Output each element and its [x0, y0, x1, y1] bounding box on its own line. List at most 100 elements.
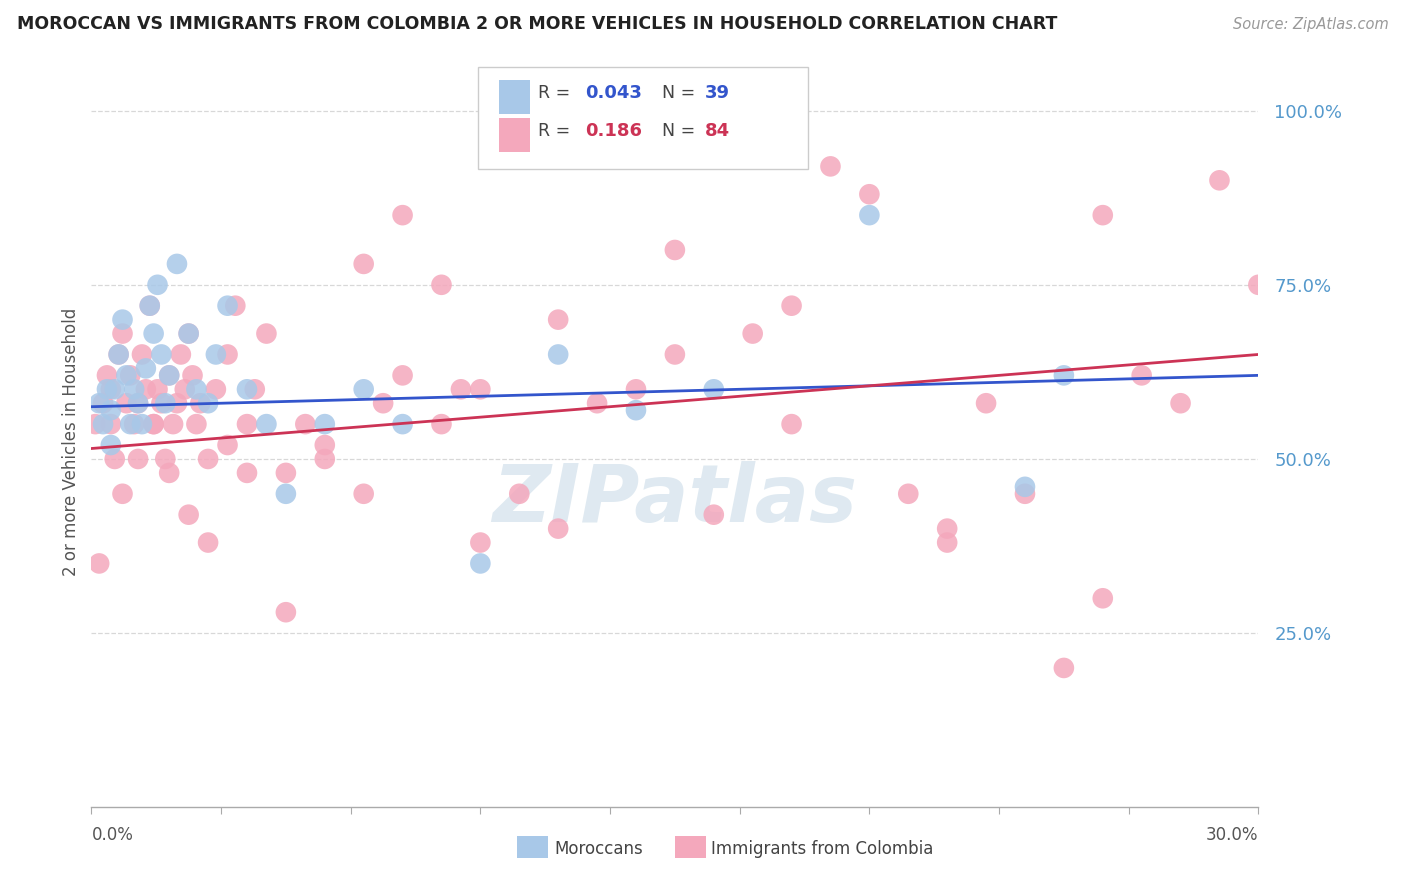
Point: [104, 452, 127, 467]
Point: [508, 487, 530, 501]
Text: 30.0%: 30.0%: [1206, 826, 1258, 844]
Point: [122, 417, 145, 431]
Text: Moroccans: Moroccans: [554, 839, 643, 857]
Point: [897, 487, 920, 501]
Point: [256, 417, 278, 431]
Point: [703, 382, 725, 396]
Point: [89, 557, 111, 571]
Point: [1170, 396, 1192, 410]
Point: [1091, 208, 1114, 222]
Point: [430, 417, 453, 431]
Point: [91, 396, 114, 410]
Point: [166, 396, 188, 410]
Text: Immigrants from Colombia: Immigrants from Colombia: [711, 839, 934, 857]
Text: MOROCCAN VS IMMIGRANTS FROM COLOMBIA 2 OR MORE VEHICLES IN HOUSEHOLD CORRELATION: MOROCCAN VS IMMIGRANTS FROM COLOMBIA 2 O…: [17, 15, 1057, 33]
Point: [274, 605, 297, 619]
Point: [974, 396, 997, 410]
Point: [166, 257, 188, 271]
Point: [217, 299, 239, 313]
Point: [450, 382, 472, 396]
Point: [107, 347, 129, 361]
Point: [664, 347, 686, 361]
Point: [236, 466, 259, 480]
Point: [100, 403, 122, 417]
Point: [741, 326, 763, 341]
Point: [703, 508, 725, 522]
Point: [470, 535, 492, 549]
Point: [115, 368, 138, 383]
Point: [858, 187, 880, 202]
Point: [111, 487, 134, 501]
Point: [162, 417, 184, 431]
Point: [391, 368, 413, 383]
Point: [1014, 480, 1036, 494]
Point: [150, 396, 173, 410]
Point: [177, 326, 200, 341]
Text: R =: R =: [538, 84, 576, 102]
Point: [314, 417, 336, 431]
Point: [96, 382, 118, 396]
Text: 0.043: 0.043: [585, 84, 641, 102]
Point: [664, 243, 686, 257]
Point: [547, 312, 569, 326]
Point: [205, 347, 228, 361]
Point: [314, 438, 336, 452]
Point: [91, 417, 114, 431]
Point: [236, 417, 259, 431]
Text: 0.186: 0.186: [585, 121, 643, 139]
Point: [197, 396, 219, 410]
Point: [353, 382, 375, 396]
Point: [170, 347, 193, 361]
Point: [155, 452, 177, 467]
Point: [547, 347, 569, 361]
Point: [127, 396, 149, 410]
Point: [135, 361, 157, 376]
Point: [115, 396, 138, 410]
Point: [353, 487, 375, 501]
Text: 84: 84: [704, 121, 730, 139]
Point: [142, 417, 165, 431]
Text: 39: 39: [704, 84, 730, 102]
Point: [122, 382, 145, 396]
Point: [157, 368, 180, 383]
Point: [146, 277, 169, 292]
Point: [96, 368, 118, 383]
Point: [391, 417, 413, 431]
Point: [217, 438, 239, 452]
Point: [624, 382, 647, 396]
Point: [205, 382, 228, 396]
Point: [127, 452, 149, 467]
Point: [430, 277, 453, 292]
Point: [173, 382, 195, 396]
Text: N =: N =: [662, 121, 702, 139]
Point: [188, 396, 211, 410]
Point: [780, 299, 803, 313]
Point: [224, 299, 246, 313]
Point: [111, 312, 134, 326]
Point: [1091, 591, 1114, 606]
Point: [586, 396, 609, 410]
Point: [936, 522, 959, 536]
Point: [470, 557, 492, 571]
Point: [314, 452, 336, 467]
Point: [138, 299, 162, 313]
Point: [217, 347, 239, 361]
Point: [274, 487, 297, 501]
Point: [138, 299, 162, 313]
Point: [294, 417, 316, 431]
Point: [274, 466, 297, 480]
Text: ZIPatlas: ZIPatlas: [492, 461, 858, 539]
Point: [157, 466, 180, 480]
Point: [236, 382, 259, 396]
Point: [150, 347, 173, 361]
Point: [89, 396, 111, 410]
Point: [1247, 277, 1270, 292]
Point: [100, 417, 122, 431]
Y-axis label: 2 or more Vehicles in Household: 2 or more Vehicles in Household: [62, 308, 80, 575]
Point: [1014, 487, 1036, 501]
Point: [197, 452, 219, 467]
Point: [858, 208, 880, 222]
Point: [547, 522, 569, 536]
Point: [131, 347, 153, 361]
Point: [256, 326, 278, 341]
